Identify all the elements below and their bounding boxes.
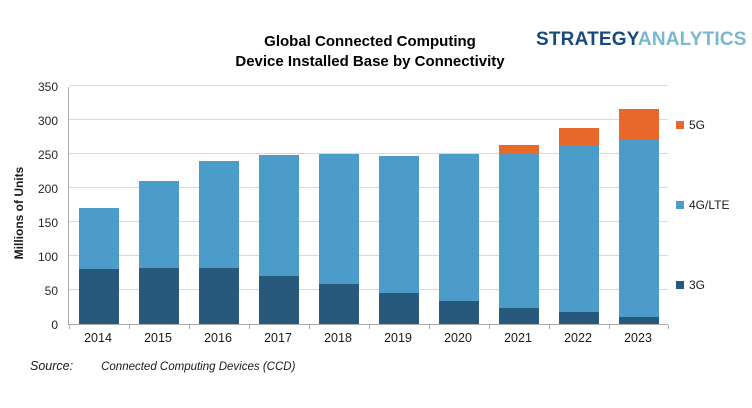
x-axis-tick	[429, 325, 430, 329]
legend-item-3g: 3G	[676, 278, 750, 292]
x-axis-label-2021: 2021	[504, 331, 532, 345]
source-note: Source: Connected Computing Devices (CCD)	[30, 357, 295, 375]
bar-segment-5g-2021	[499, 144, 539, 153]
y-axis-label-100: 100	[37, 250, 58, 264]
bar-segment-4g-lte-2021	[499, 152, 539, 308]
brand-logo: STRATEGYANALYTICS	[536, 29, 747, 51]
gridline	[69, 85, 668, 86]
gridline	[69, 289, 668, 290]
bar-segment-4g-lte-2019	[379, 156, 419, 294]
bar-segment-3g-2022	[559, 312, 599, 324]
bar-segment-4g-lte-2014	[79, 208, 119, 269]
x-axis-label-2017: 2017	[264, 331, 292, 345]
bar-2022	[559, 128, 599, 324]
bar-segment-3g-2018	[319, 283, 359, 324]
x-axis-label-2019: 2019	[384, 331, 412, 345]
bar-segment-5g-2022	[559, 128, 599, 146]
gridline	[69, 187, 668, 188]
y-axis-tick-labels: 0 50 100 150 200 250 300 350	[24, 80, 62, 332]
bar-2019	[379, 156, 419, 324]
bar-segment-4g-lte-2022	[559, 145, 599, 313]
x-axis-tick	[609, 325, 610, 329]
bar-segment-5g-2023	[619, 109, 659, 141]
source-label: Source:	[30, 359, 74, 373]
bar-2021	[499, 144, 539, 324]
legend-swatch-icon	[676, 201, 684, 209]
x-axis-tick	[369, 325, 370, 329]
x-axis-label-2022: 2022	[564, 331, 592, 345]
legend: 5G 4G/LTE 3G	[676, 118, 750, 292]
logo-strategy-text: STRATEGY	[536, 29, 638, 50]
bar-segment-3g-2014	[79, 268, 119, 324]
legend-item-4g-lte: 4G/LTE	[676, 198, 750, 212]
bar-segment-4g-lte-2020	[439, 154, 479, 301]
bar-segment-4g-lte-2017	[259, 154, 299, 276]
legend-swatch-icon	[676, 121, 684, 129]
bar-segment-3g-2017	[259, 275, 299, 324]
y-axis-label-200: 200	[37, 182, 58, 196]
gridline	[69, 255, 668, 256]
x-axis-tick	[129, 325, 130, 329]
legend-item-5g: 5G	[676, 118, 750, 132]
bar-2014	[79, 208, 119, 324]
x-axis-label-2016: 2016	[204, 331, 232, 345]
chart-title: Global Connected Computing Device Instal…	[150, 32, 590, 72]
bar-2017	[259, 154, 299, 324]
y-axis-label-250: 250	[37, 148, 58, 162]
y-axis-label-50: 50	[44, 284, 58, 298]
x-axis-tick	[489, 325, 490, 329]
bar-segment-4g-lte-2023	[619, 140, 659, 317]
x-axis-label-2020: 2020	[444, 331, 472, 345]
x-axis-label-2023: 2023	[624, 331, 652, 345]
bar-segment-3g-2021	[499, 307, 539, 324]
bar-segment-3g-2019	[379, 293, 419, 324]
x-axis-label-2015: 2015	[144, 331, 172, 345]
bar-2018	[319, 154, 359, 324]
x-axis-tick	[69, 325, 70, 329]
bar-2020	[439, 154, 479, 324]
x-axis-label-2018: 2018	[324, 331, 352, 345]
x-axis-label-2014: 2014	[84, 331, 112, 345]
bar-2016	[199, 160, 239, 324]
bar-segment-4g-lte-2018	[319, 154, 359, 284]
gridline	[69, 153, 668, 154]
x-axis-tick	[249, 325, 250, 329]
bar-2023	[619, 109, 659, 324]
x-axis-tick	[668, 325, 669, 329]
bar-segment-4g-lte-2016	[199, 160, 239, 269]
x-axis-tick	[309, 325, 310, 329]
y-axis-label-0: 0	[51, 318, 58, 332]
bar-segment-4g-lte-2015	[139, 181, 179, 268]
bar-segment-3g-2020	[439, 300, 479, 324]
chart-title-line1: Global Connected Computing	[264, 33, 476, 50]
x-axis-tick	[549, 325, 550, 329]
x-axis-tick	[189, 325, 190, 329]
y-axis-label-300: 300	[37, 114, 58, 128]
gridline	[69, 221, 668, 222]
y-axis-label-350: 350	[37, 80, 58, 94]
legend-label: 5G	[689, 118, 706, 132]
legend-swatch-icon	[676, 281, 684, 289]
logo-analytics-text: ANALYTICS	[637, 29, 747, 50]
x-axis-labels: 2014 2015 2016 2017 2018 2019 2020 2021 2022 2023	[68, 331, 668, 347]
bar-2015	[139, 181, 179, 324]
gridline	[69, 119, 668, 120]
chart-title-line2: Device Installed Base by Connectivity	[235, 53, 505, 70]
source-text: Connected Computing Devices (CCD)	[101, 361, 296, 373]
y-axis-label-150: 150	[37, 216, 58, 230]
bar-segment-3g-2016	[199, 268, 239, 324]
plot-area	[68, 85, 669, 329]
bar-segment-3g-2023	[619, 316, 659, 324]
legend-label: 3G	[689, 278, 706, 292]
bar-segment-3g-2015	[139, 267, 179, 324]
legend-label: 4G/LTE	[689, 198, 730, 212]
